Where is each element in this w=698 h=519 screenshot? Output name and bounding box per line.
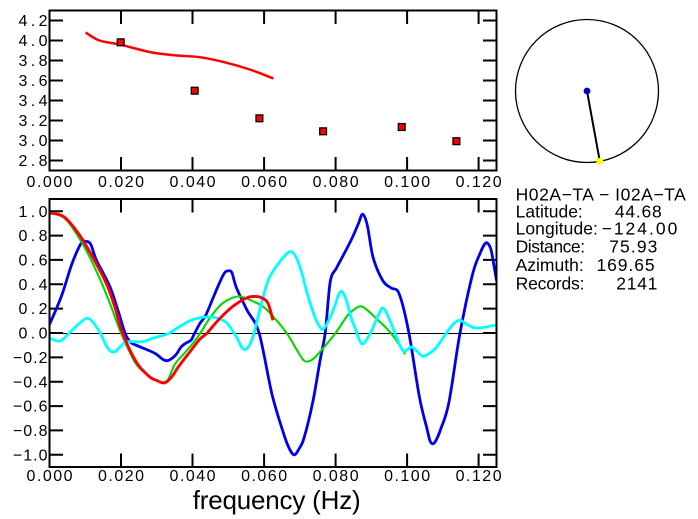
svg-text:0.120: 0.120	[456, 468, 502, 485]
svg-text:1.0: 1.0	[19, 204, 48, 221]
svg-text:−1.0: −1.0	[13, 447, 48, 464]
svg-text:0.060: 0.060	[241, 468, 287, 485]
svg-text:0.8: 0.8	[19, 228, 48, 245]
svg-text:0.120: 0.120	[456, 174, 502, 191]
svg-text:0.020: 0.020	[98, 468, 144, 485]
svg-text:0.100: 0.100	[384, 468, 430, 485]
svg-text:3.4: 3.4	[19, 93, 48, 110]
svg-text:0.080: 0.080	[313, 174, 359, 191]
svg-text:2141: 2141	[616, 273, 657, 293]
svg-text:−0.8: −0.8	[13, 423, 48, 440]
svg-text:0.2: 0.2	[19, 301, 48, 318]
svg-text:−0.6: −0.6	[13, 399, 48, 416]
svg-text:3.0: 3.0	[19, 133, 48, 150]
svg-text:−124.00: −124.00	[602, 219, 678, 239]
svg-text:Azimuth:: Azimuth:	[516, 255, 584, 275]
svg-text:3.2: 3.2	[19, 113, 48, 130]
svg-text:169.65: 169.65	[597, 255, 655, 275]
svg-text:0.000: 0.000	[27, 468, 73, 485]
svg-text:Longitude:: Longitude:	[516, 219, 598, 239]
svg-text:Records:: Records:	[516, 273, 585, 293]
svg-text:0.100: 0.100	[384, 174, 430, 191]
svg-text:−0.4: −0.4	[13, 374, 48, 391]
svg-text:frequency (Hz): frequency (Hz)	[193, 485, 361, 515]
svg-text:4.2: 4.2	[19, 13, 48, 30]
svg-text:0.040: 0.040	[170, 468, 216, 485]
svg-text:0.040: 0.040	[170, 174, 216, 191]
svg-text:H02A−TA − I02A−TA: H02A−TA − I02A−TA	[516, 185, 687, 205]
svg-text:0.6: 0.6	[19, 253, 48, 270]
svg-text:Distance:: Distance:	[516, 237, 586, 257]
svg-text:4.0: 4.0	[19, 33, 48, 50]
svg-text:3.6: 3.6	[19, 73, 48, 90]
svg-text:75.93: 75.93	[609, 237, 657, 257]
svg-text:0.000: 0.000	[27, 174, 73, 191]
svg-text:0.4: 0.4	[19, 277, 48, 294]
svg-text:44.68: 44.68	[615, 202, 662, 222]
svg-text:0.060: 0.060	[241, 174, 287, 191]
svg-text:0.080: 0.080	[313, 468, 359, 485]
svg-text:0.0: 0.0	[19, 326, 48, 343]
svg-text:−0.2: −0.2	[13, 350, 48, 367]
svg-text:3.8: 3.8	[19, 53, 48, 70]
svg-text:0.020: 0.020	[98, 174, 144, 191]
svg-text:Latitude:: Latitude:	[516, 202, 583, 222]
svg-text:2.8: 2.8	[19, 153, 48, 170]
